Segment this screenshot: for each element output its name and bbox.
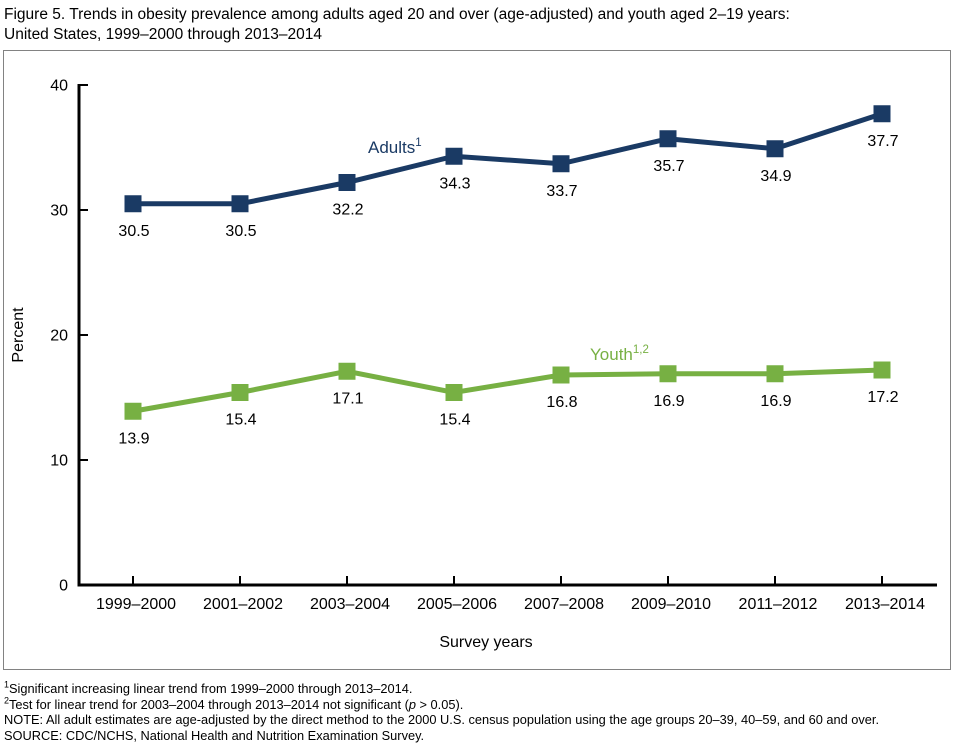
data-marker-adults bbox=[873, 105, 891, 123]
footnote-1-sup: 1 bbox=[4, 679, 10, 690]
footnote-1: 1Significant increasing linear trend fro… bbox=[4, 679, 956, 697]
value-label-adults: 34.9 bbox=[760, 168, 791, 185]
data-marker-adults bbox=[338, 174, 356, 191]
x-tick-label: 2007–2008 bbox=[524, 596, 604, 613]
footnote-2-text-post: > 0.05). bbox=[415, 696, 464, 712]
value-label-youth: 16.8 bbox=[546, 394, 577, 411]
data-marker-adults bbox=[445, 147, 463, 165]
figure-title: Figure 5. Trends in obesity prevalence a… bbox=[4, 5, 954, 44]
footnote-2-text-pre: Test for linear trend for 2003–2004 thro… bbox=[9, 696, 409, 712]
data-marker-youth bbox=[338, 362, 356, 380]
value-label-youth: 15.4 bbox=[225, 412, 256, 429]
value-label-youth: 17.2 bbox=[867, 389, 898, 406]
series-line-adults bbox=[133, 111, 883, 207]
data-marker-adults bbox=[124, 195, 142, 213]
footnote-2-italic-p: p bbox=[408, 696, 416, 712]
x-tick-label: 2011–2012 bbox=[739, 596, 818, 613]
value-label-adults: 30.5 bbox=[225, 223, 256, 240]
x-tick-label: 1999–2000 bbox=[96, 596, 176, 613]
data-marker-adults bbox=[552, 155, 570, 173]
y-tick-label: 20 bbox=[50, 328, 68, 345]
footnote-1-text: Significant increasing linear trend from… bbox=[9, 681, 413, 696]
data-marker-youth bbox=[445, 384, 463, 401]
x-axis-title: Survey years bbox=[439, 634, 532, 651]
footnote-source: SOURCE: CDC/NCHS, National Health and Nu… bbox=[4, 728, 425, 744]
data-marker-youth bbox=[873, 361, 891, 379]
data-marker-adults bbox=[659, 130, 677, 148]
value-label-adults: 32.2 bbox=[332, 202, 363, 219]
data-marker-youth bbox=[766, 365, 784, 383]
x-tick-label: 2003–2004 bbox=[310, 596, 390, 613]
x-tick-label: 2009–2010 bbox=[631, 596, 711, 613]
value-label-adults: 37.7 bbox=[867, 133, 898, 150]
data-marker-youth bbox=[124, 402, 142, 420]
series-line-youth bbox=[132, 367, 883, 414]
y-axis-title: Percent bbox=[10, 307, 27, 363]
x-tick-label: 2013–2014 bbox=[845, 596, 925, 613]
series-label-adults: Adults1 bbox=[368, 137, 422, 157]
data-marker-adults bbox=[231, 195, 249, 213]
y-tick-label: 40 bbox=[50, 78, 68, 95]
x-tick-label: 2005–2006 bbox=[417, 596, 497, 613]
chart-canvas: 0 10 20 30 40 1999–2000 2001–2002 2003–2004 2005… bbox=[10, 78, 937, 651]
footnote-2-sup: 2 bbox=[4, 695, 10, 706]
value-label-youth: 15.4 bbox=[439, 412, 470, 429]
x-tick-label: 2001–2002 bbox=[203, 596, 283, 613]
value-label-adults: 34.3 bbox=[439, 175, 470, 192]
figure-title-line2: United States, 1999–2000 through 2013–20… bbox=[4, 25, 323, 43]
footnote-note: NOTE: All adult estimates are age-adjust… bbox=[4, 712, 880, 728]
y-tick-label: 0 bbox=[59, 578, 68, 595]
value-label-youth: 16.9 bbox=[760, 393, 791, 410]
figure-title-line1: Figure 5. Trends in obesity prevalence a… bbox=[4, 6, 790, 23]
value-label-youth: 17.1 bbox=[332, 390, 363, 407]
data-marker-youth bbox=[659, 365, 677, 383]
series-label-youth: Youth1,2 bbox=[590, 344, 649, 364]
y-tick-label: 10 bbox=[50, 453, 68, 470]
value-label-adults: 35.7 bbox=[653, 158, 684, 175]
footnote-2: 2Test for linear trend for 2003–2004 thr… bbox=[4, 695, 956, 713]
data-marker-youth bbox=[231, 384, 249, 401]
value-label-adults: 30.5 bbox=[118, 223, 149, 240]
value-label-adults: 33.7 bbox=[546, 183, 577, 200]
data-marker-youth bbox=[552, 366, 570, 384]
value-label-youth: 16.9 bbox=[653, 393, 684, 410]
footnotes: 1Significant increasing linear trend fro… bbox=[4, 679, 956, 744]
y-tick-label: 30 bbox=[50, 203, 68, 220]
chart-figure: 0 10 20 30 40 1999–2000 2001–2002 2003–2004 2005… bbox=[3, 50, 951, 670]
data-marker-adults bbox=[766, 140, 784, 158]
value-label-youth: 13.9 bbox=[118, 430, 149, 447]
